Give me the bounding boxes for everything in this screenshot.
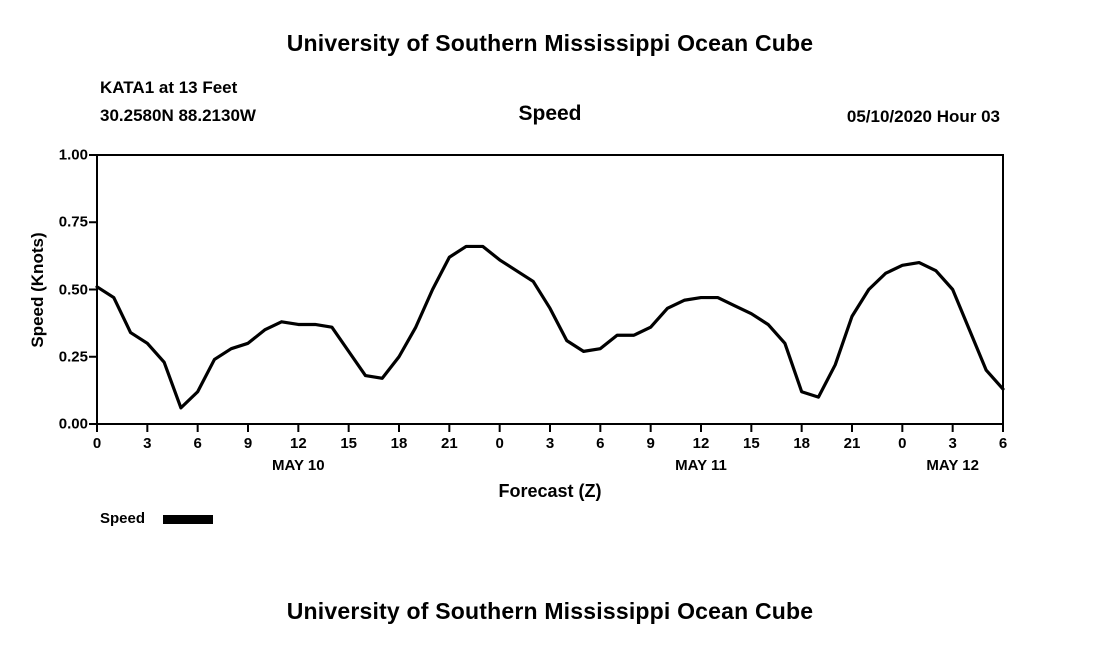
x-axis-day-label: MAY 11 [675,457,727,474]
x-tick-label: 3 [545,435,555,452]
legend-line-marker [163,515,213,524]
x-tick-label: 0 [92,435,102,452]
forecast-datetime-label: 05/10/2020 Hour 03 [846,107,1000,126]
page-title: University of Southern Mississippi Ocean… [286,30,814,56]
x-tick-label: 9 [646,435,655,452]
x-tick-label: 12 [692,435,710,452]
y-tick-label: 0.00 [58,415,88,433]
x-tick-label: 6 [596,435,605,452]
x-tick-label: 18 [793,435,810,452]
legend-label: Speed [100,510,146,527]
x-tick-label: 21 [440,435,458,452]
y-tick-label: 0.75 [58,213,88,231]
y-tick-label: 1.00 [58,146,88,164]
x-tick-label: 6 [193,435,202,452]
x-axis-day-label: MAY 12 [926,457,979,474]
y-tick-label: 0.50 [58,281,88,298]
x-tick-label: 6 [998,435,1008,452]
x-tick-label: 0 [898,435,907,452]
chart-title: Speed [518,102,582,125]
x-tick-label: 3 [143,435,152,452]
x-tick-label: 18 [390,435,408,452]
x-axis-day-label: MAY 10 [272,457,325,474]
x-tick-label: 15 [742,435,760,452]
y-axis-title: Speed (Knots) [28,232,47,348]
x-tick-label: 0 [495,435,504,452]
x-tick-label: 3 [948,435,957,452]
page-footer-title: University of Southern Mississippi Ocean… [286,598,814,624]
x-tick-label: 12 [289,435,307,452]
x-tick-label: 15 [340,435,357,452]
y-tick-label: 0.25 [58,348,88,366]
x-axis-title: Forecast (Z) [498,481,602,501]
x-tick-label: 21 [843,435,861,452]
speed-series-line [95,244,1005,410]
x-tick-label: 9 [243,435,253,452]
station-coordinates-label: 30.2580N 88.2130W [100,106,256,125]
station-id-label: KATA1 at 13 Feet [100,78,238,97]
